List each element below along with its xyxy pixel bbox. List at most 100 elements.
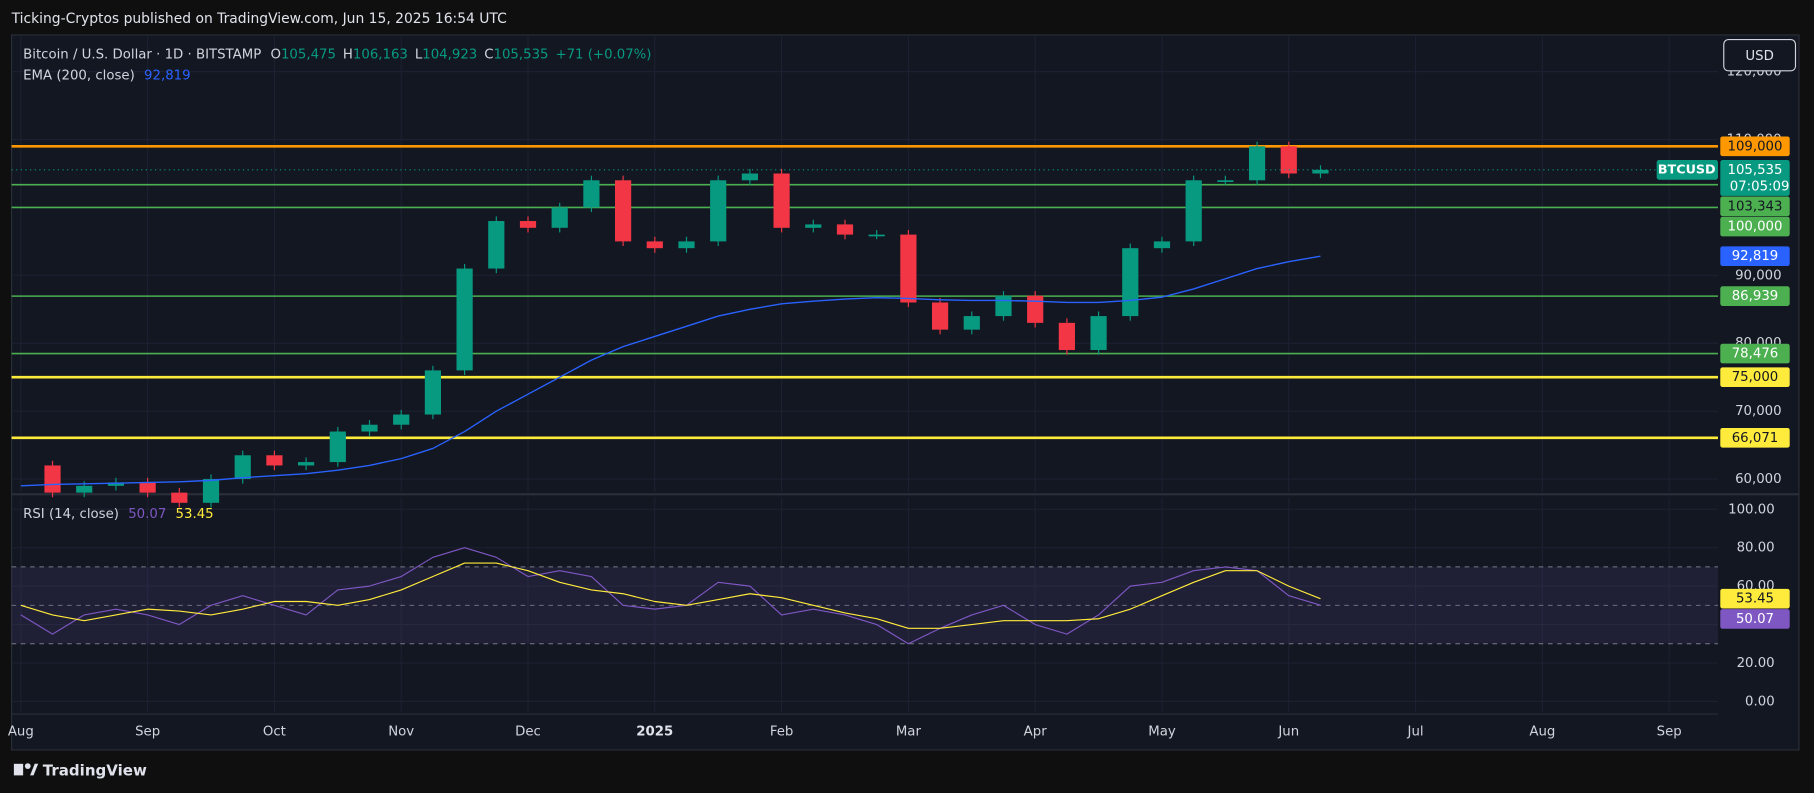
price-badge	[1720, 246, 1790, 267]
currency-button[interactable]	[1723, 39, 1797, 72]
price-badge-label: 66,071	[1732, 431, 1779, 446]
price-badge	[1720, 216, 1790, 237]
ema-name: EMA (200, close)	[23, 68, 135, 83]
ohlc-key: O	[271, 48, 281, 63]
y-tick-label: 70,000	[1735, 404, 1782, 419]
candle-body	[995, 295, 1012, 317]
price-badge-label: 50.07	[1736, 612, 1774, 627]
candle-body	[931, 302, 949, 330]
ema-value: 92,819	[144, 68, 191, 83]
price-badge-label: 105,535	[1727, 163, 1782, 178]
candle-body	[1217, 180, 1234, 183]
candle-body	[646, 241, 663, 249]
x-tick-label: Jun	[1277, 724, 1299, 739]
candle-body	[456, 268, 473, 371]
marks-layer	[11, 141, 1718, 645]
y-tick-label: 90,000	[1735, 268, 1782, 283]
candle-body	[329, 431, 346, 463]
price-badge	[1720, 367, 1790, 388]
logo-mark	[30, 763, 39, 776]
candle-body	[1090, 316, 1107, 351]
candle-body	[519, 221, 537, 228]
currency-label[interactable]: USD	[1745, 49, 1773, 64]
candle-body	[678, 241, 695, 249]
candle-body	[773, 173, 790, 228]
ohlc-value: 106,163	[353, 48, 408, 63]
chart-frame	[10, 34, 1800, 751]
publisher-note: Ticking-Cryptos published on TradingView…	[11, 11, 507, 27]
price-badge-label: 86,939	[1732, 289, 1779, 304]
candle-body	[1312, 169, 1329, 174]
price-badge	[1720, 427, 1790, 448]
x-tick-label: Sep	[135, 724, 160, 739]
candle-body	[1058, 322, 1075, 351]
rsi-line	[20, 562, 1321, 629]
rsi-value: 50.07	[128, 507, 166, 522]
x-tick-label: 2025	[636, 724, 673, 739]
price-badge-label: 109,000	[1727, 139, 1782, 154]
candle-body	[868, 234, 885, 237]
y-tick-label: 80.00	[1737, 541, 1775, 556]
change-value: +71 (+0.07%)	[555, 48, 651, 63]
candle-body	[1153, 241, 1171, 249]
rsi-line	[20, 547, 1321, 645]
price-badge-label: 75,000	[1732, 370, 1779, 385]
x-tick-label: Feb	[770, 724, 794, 739]
candle-body	[710, 180, 727, 242]
brand-name: TradingView	[43, 761, 147, 779]
tradingview-logo	[13, 763, 39, 776]
candle-body	[551, 207, 568, 228]
x-tick-label: Aug	[8, 724, 34, 739]
countdown-label: 07:05:09	[1730, 180, 1790, 195]
candle-body	[805, 224, 822, 228]
candle-body	[1280, 146, 1297, 174]
candle-body	[266, 455, 283, 466]
rsi-legend: RSI (14, close) 50.07 53.45	[23, 507, 213, 522]
x-tick-label: Jul	[1407, 724, 1424, 739]
y-tick-label: 20.00	[1737, 656, 1775, 671]
ema-legend: EMA (200, close) 92,819	[23, 68, 190, 83]
candle-body	[583, 180, 600, 208]
price-badge-label: 78,476	[1732, 347, 1779, 362]
candle-body	[1248, 146, 1266, 181]
ema-line	[20, 255, 1321, 487]
y-tick-label: 100.00	[1728, 502, 1775, 517]
price-badge-label: 100,000	[1727, 220, 1782, 235]
price-badge-label: 103,343	[1727, 199, 1782, 214]
candle-body	[393, 414, 410, 425]
candle-body	[836, 224, 854, 235]
candle-body	[202, 479, 220, 503]
candle-body	[139, 482, 156, 493]
x-tick-label: Mar	[896, 724, 922, 739]
price-badge	[1720, 136, 1790, 157]
symbol-badge-label: BTCUSD	[1658, 161, 1716, 176]
x-tick-label: Apr	[1024, 724, 1048, 739]
candle-body	[171, 492, 188, 503]
candle-body	[1185, 180, 1202, 242]
candle-body	[1027, 295, 1044, 323]
ohlc-key: C	[484, 48, 493, 63]
symbol-legend: Bitcoin / U.S. Dollar · 1D · BITSTAMP O10…	[23, 48, 651, 63]
grid-layer	[11, 34, 1718, 712]
x-tick-label: Sep	[1657, 724, 1682, 739]
symbol-badge	[1656, 160, 1718, 180]
price-badge	[1720, 343, 1790, 364]
ohlc-value: 105,475	[281, 48, 336, 63]
ohlc-value: 105,535	[494, 48, 549, 63]
ohlc-key: L	[415, 48, 423, 63]
labels-layer: Aug Sep Oct Nov Dec 2025 Feb Mar Apr May Jun Jul Aug…	[8, 48, 1790, 739]
candle-body	[361, 424, 378, 432]
candle-body	[615, 180, 632, 242]
candle-body	[424, 370, 442, 415]
candle-body	[298, 462, 315, 466]
candle-body	[741, 173, 758, 181]
ohlc-key: H	[343, 48, 353, 63]
logo-mark	[13, 763, 24, 776]
price-badge	[1720, 609, 1790, 629]
price-badge-label: 53.45	[1736, 592, 1774, 607]
candle-body	[107, 482, 125, 486]
ohlc-value: 104,923	[422, 48, 477, 63]
candle-body	[900, 234, 917, 303]
